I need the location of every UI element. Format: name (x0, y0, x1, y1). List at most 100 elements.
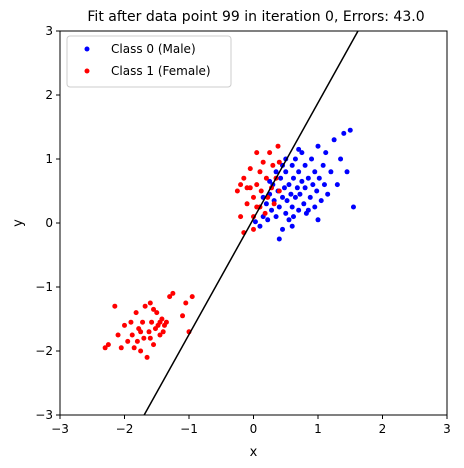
data-point-class-1 (147, 335, 153, 341)
data-point-class-1 (141, 335, 147, 341)
data-point-class-0 (347, 127, 353, 133)
data-point-class-0 (269, 207, 275, 213)
data-point-class-1 (128, 319, 134, 325)
data-point-class-0 (273, 169, 279, 175)
data-point-class-0 (315, 217, 321, 223)
data-point-class-0 (314, 188, 320, 194)
data-point-class-1 (133, 310, 139, 316)
data-point-class-0 (276, 236, 282, 242)
data-point-class-1 (149, 319, 155, 325)
data-point-class-0 (290, 214, 296, 220)
data-point-class-1 (180, 313, 186, 319)
legend-label-class-1: Class 1 (Female) (111, 64, 211, 78)
data-point-class-1 (234, 188, 240, 194)
decision-boundary-line (143, 31, 359, 415)
data-point-class-0 (289, 162, 295, 168)
data-point-class-0 (278, 175, 284, 181)
x-axis-label: x (250, 445, 258, 460)
y-tick-label: −2 (35, 344, 53, 358)
data-point-class-0 (265, 217, 271, 223)
data-point-class-0 (320, 162, 326, 168)
data-point-class-1 (271, 201, 277, 207)
y-tick-label: −1 (35, 280, 53, 294)
data-point-class-0 (338, 156, 344, 162)
data-point-class-0 (321, 182, 327, 188)
data-point-class-0 (350, 204, 356, 210)
data-point-class-0 (284, 198, 290, 204)
data-point-class-1 (260, 159, 266, 165)
data-point-class-0 (299, 150, 305, 156)
data-point-class-1 (125, 338, 131, 344)
data-point-class-1 (170, 290, 176, 296)
data-point-class-1 (129, 332, 135, 338)
data-point-class-0 (323, 150, 329, 156)
data-point-class-1 (131, 345, 137, 351)
data-point-class-0 (292, 156, 298, 162)
data-point-class-0 (263, 201, 269, 207)
data-point-class-0 (257, 223, 263, 229)
y-tick-label: 3 (45, 24, 53, 38)
data-point-class-1 (163, 319, 169, 325)
data-point-class-1 (160, 329, 166, 335)
legend-marker-class-0 (84, 46, 90, 52)
data-point-class-1 (151, 342, 157, 348)
x-tick-label: 2 (379, 422, 387, 436)
data-point-class-0 (302, 162, 308, 168)
x-tick-label: 0 (250, 422, 258, 436)
data-point-class-1 (251, 194, 256, 200)
data-point-class-0 (280, 226, 286, 232)
data-point-class-0 (252, 219, 258, 225)
data-point-class-1 (262, 210, 268, 216)
data-point-class-1 (241, 175, 247, 181)
data-point-class-0 (302, 185, 308, 191)
data-point-class-1 (238, 182, 244, 188)
data-point-class-0 (312, 169, 318, 175)
legend: Class 0 (Male) Class 1 (Female) (66, 35, 232, 88)
data-point-class-1 (267, 150, 273, 156)
data-point-class-0 (305, 175, 311, 181)
data-point-class-1 (157, 319, 163, 325)
data-point-class-0 (309, 156, 315, 162)
data-point-class-0 (281, 185, 287, 191)
data-point-class-0 (286, 182, 292, 188)
data-point-class-1 (263, 175, 269, 181)
legend-box (66, 35, 232, 88)
y-tick-label: 1 (45, 152, 53, 166)
data-point-class-1 (151, 306, 157, 312)
data-point-class-1 (257, 169, 263, 175)
data-point-class-0 (289, 223, 295, 229)
x-tick-label: 3 (443, 422, 451, 436)
data-point-class-1 (276, 159, 282, 165)
data-point-class-0 (290, 175, 296, 181)
data-point-class-0 (341, 130, 347, 136)
y-tick-label: 0 (45, 216, 53, 230)
data-point-class-1 (138, 348, 144, 354)
data-point-class-0 (316, 175, 322, 181)
data-point-class-0 (301, 201, 307, 207)
legend-label-class-0: Class 0 (Male) (111, 42, 196, 56)
data-point-class-0 (331, 137, 337, 143)
data-point-class-0 (286, 217, 292, 223)
data-point-class-0 (305, 207, 311, 213)
data-point-class-1 (247, 166, 253, 172)
data-point-class-1 (251, 226, 256, 232)
data-point-class-0 (312, 204, 318, 210)
data-point-class-0 (334, 182, 340, 188)
data-point-class-0 (296, 207, 302, 213)
data-point-class-1 (146, 329, 152, 335)
data-point-class-0 (296, 146, 302, 152)
y-axis-label: y (11, 219, 26, 227)
x-tick-label: −2 (116, 422, 134, 436)
data-point-class-0 (288, 191, 294, 197)
chart-title: Fit after data point 99 in iteration 0, … (87, 9, 424, 25)
plot-area (102, 31, 359, 415)
data-point-class-0 (299, 178, 305, 184)
y-tick-label: 2 (45, 88, 53, 102)
data-point-class-1 (122, 322, 127, 328)
data-point-class-1 (276, 188, 282, 194)
data-point-class-1 (112, 303, 118, 309)
data-point-class-1 (238, 214, 244, 220)
data-point-class-0 (280, 194, 286, 200)
data-point-class-0 (283, 169, 289, 175)
